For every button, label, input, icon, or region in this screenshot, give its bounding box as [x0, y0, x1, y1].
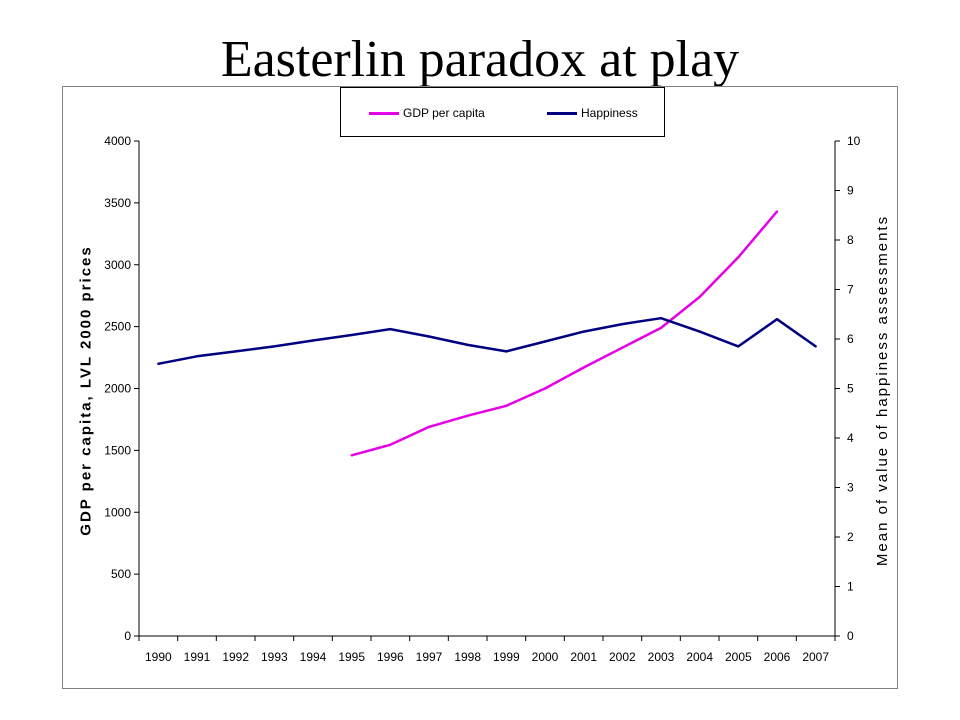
- happiness-point: [505, 350, 508, 353]
- x-tick-label: 2002: [609, 650, 636, 664]
- y-axis-right-title: Mean of value of happiness assessments: [873, 214, 891, 567]
- gdp-point: [466, 414, 469, 417]
- gdp-point: [389, 443, 392, 447]
- x-tick-label: 1996: [377, 650, 404, 664]
- happiness-point: [621, 322, 624, 326]
- x-tick-label: 1993: [261, 650, 288, 664]
- y-left-tick-label: 3500: [104, 196, 131, 210]
- x-tick-label: 2001: [570, 650, 597, 664]
- y-left-tick-label: 1000: [104, 505, 131, 519]
- legend-swatch-gdp: [369, 111, 399, 115]
- y-right-tick-label: 2: [847, 530, 854, 544]
- gdp-point: [737, 256, 740, 259]
- y-left-tick-label: 500: [111, 567, 131, 581]
- x-tick-label: 2004: [686, 650, 713, 664]
- y-left-tick-label: 1500: [104, 443, 131, 457]
- series-line-gdp: [351, 210, 778, 457]
- x-tick-label: 1991: [184, 650, 211, 664]
- y-left-tick-label: 0: [124, 629, 131, 643]
- y-left-tick-label: 2500: [104, 320, 131, 334]
- chart-frame: [62, 86, 898, 689]
- happiness-point: [350, 333, 353, 337]
- x-tick-label: 1997: [416, 650, 443, 664]
- y-right-tick-label: 3: [847, 481, 854, 495]
- legend-swatch-happiness: [547, 111, 577, 115]
- happiness-point: [659, 317, 663, 320]
- gdp-point: [698, 295, 701, 299]
- x-tick-label: 1995: [338, 650, 365, 664]
- series-line-happiness: [158, 316, 817, 366]
- x-tick-label: 1992: [222, 650, 249, 664]
- happiness-point: [427, 335, 431, 338]
- x-tick-label: 2006: [764, 650, 791, 664]
- gdp-point: [543, 387, 547, 390]
- gdp-point: [582, 366, 585, 369]
- x-tick-label: 2003: [648, 650, 675, 664]
- y-right-tick-label: 4: [847, 431, 854, 445]
- chart-axes: 0 500 1000 1500 2000 2500 3000 3500 4000 0 1 2 3 4 5 6 7…: [104, 134, 860, 664]
- happiness-point: [311, 339, 315, 342]
- happiness-point: [466, 343, 469, 347]
- x-tick-label: 2000: [532, 650, 559, 664]
- y-left-tick-label: 4000: [104, 134, 131, 148]
- happiness-point: [543, 340, 547, 343]
- x-tick-label: 1990: [145, 650, 172, 664]
- happiness-point: [582, 330, 585, 333]
- y-right-tick-label: 5: [847, 382, 854, 396]
- happiness-point: [157, 362, 160, 365]
- happiness-point: [273, 345, 276, 348]
- happiness-point: [234, 350, 237, 353]
- gdp-point: [427, 425, 431, 429]
- gdp-point: [621, 346, 624, 349]
- happiness-point: [389, 327, 392, 331]
- x-tick-label: 1998: [454, 650, 481, 664]
- legend-label-gdp: GDP per capita: [403, 106, 485, 120]
- gdp-point: [350, 454, 353, 457]
- y-left-tick-label: 3000: [104, 258, 131, 272]
- slide-title: Easterlin paradox at play: [220, 31, 740, 88]
- y-right-tick-label: 6: [847, 332, 854, 346]
- y-right-tick-label: 10: [847, 134, 861, 148]
- y-axis-left-title: GDP per capita, LVL 2000 prices: [77, 245, 95, 536]
- x-tick-label: 2007: [802, 650, 829, 664]
- y-right-tick-label: 7: [847, 283, 854, 297]
- happiness-point: [737, 345, 740, 348]
- happiness-point: [195, 355, 199, 358]
- gdp-point: [505, 404, 508, 408]
- legend-label-happiness: Happiness: [581, 106, 638, 120]
- legend-item-gdp: GDP per capita: [369, 105, 485, 121]
- gdp-point: [659, 326, 663, 330]
- x-tick-label: 1994: [300, 650, 327, 664]
- y-left-tick-label: 2000: [104, 382, 131, 396]
- y-right-tick-label: 1: [847, 580, 854, 594]
- y-right-tick-label: 8: [847, 233, 854, 247]
- gdp-point: [775, 210, 779, 213]
- x-tick-label: 2005: [725, 650, 752, 664]
- y-right-tick-label: 0: [847, 629, 854, 643]
- x-tick-label: 1999: [493, 650, 520, 664]
- y-right-tick-label: 9: [847, 184, 854, 198]
- legend: GDP per capita Happiness: [340, 87, 665, 137]
- happiness-point: [814, 345, 817, 348]
- happiness-point: [775, 318, 779, 321]
- happiness-point: [698, 330, 701, 333]
- chart-series-layer: [157, 210, 817, 457]
- legend-item-happiness: Happiness: [547, 105, 638, 121]
